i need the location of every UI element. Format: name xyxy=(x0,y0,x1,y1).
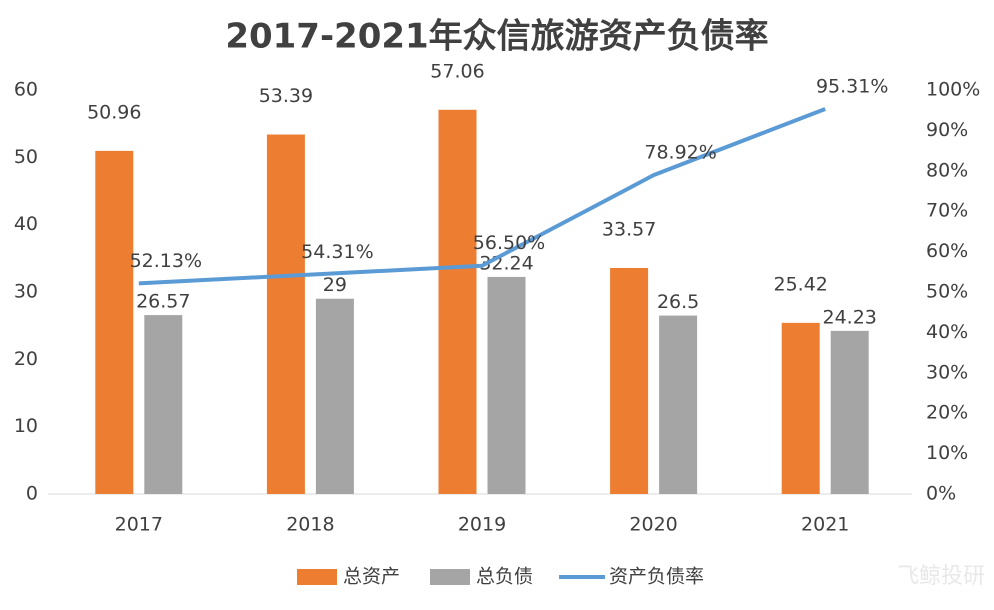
bar xyxy=(144,315,183,494)
y2-tick-label: 90% xyxy=(926,119,968,141)
data-label: 50.96 xyxy=(87,101,141,123)
y2-tick-label: 20% xyxy=(926,402,968,424)
y-tick-label: 50 xyxy=(14,146,38,168)
x-tick-label: 2017 xyxy=(115,514,163,536)
data-label: 52.13% xyxy=(130,250,202,272)
y2-tick-label: 30% xyxy=(926,361,968,383)
data-label: 53.39 xyxy=(259,85,313,107)
data-label: 25.42 xyxy=(773,273,827,295)
y-tick-label: 30 xyxy=(14,281,38,303)
data-label: 33.57 xyxy=(602,218,656,240)
bar xyxy=(659,315,698,494)
y2-tick-label: 10% xyxy=(926,442,968,464)
x-tick-label: 2021 xyxy=(801,514,849,536)
data-label: 56.50% xyxy=(473,232,545,254)
bar xyxy=(315,298,354,494)
data-label: 54.31% xyxy=(301,241,373,263)
y2-tick-label: 60% xyxy=(926,240,968,262)
bar xyxy=(781,322,820,494)
y-tick-label: 20 xyxy=(14,348,38,370)
legend-label: 总资产 xyxy=(343,566,400,588)
y2-tick-label: 0% xyxy=(926,483,956,505)
data-label: 26.5 xyxy=(657,291,699,313)
data-label: 57.06 xyxy=(430,60,484,82)
data-label: 29 xyxy=(323,274,347,296)
y2-tick-label: 80% xyxy=(926,159,968,181)
y-tick-label: 10 xyxy=(14,415,38,437)
y2-tick-label: 70% xyxy=(926,200,968,222)
x-tick-label: 2018 xyxy=(286,514,334,536)
legend-label: 资产负债率 xyxy=(609,566,704,588)
bar xyxy=(830,330,869,494)
data-label: 78.92% xyxy=(644,142,716,164)
legend-swatch xyxy=(297,569,337,585)
y2-tick-label: 50% xyxy=(926,281,968,303)
y-tick-label: 0 xyxy=(26,483,38,505)
data-label: 26.57 xyxy=(136,291,190,313)
legend-swatch xyxy=(430,569,471,585)
line-series xyxy=(138,107,826,286)
y-tick-label: 40 xyxy=(14,213,38,235)
y2-tick-label: 40% xyxy=(926,321,968,343)
data-label: 95.31% xyxy=(816,75,888,97)
y-tick-label: 60 xyxy=(14,79,38,101)
bar xyxy=(487,276,526,494)
chart-title: 2017-2021年众信旅游资产负债率 xyxy=(225,17,768,57)
bar xyxy=(95,150,134,495)
data-label: 24.23 xyxy=(822,306,876,328)
x-tick-label: 2020 xyxy=(629,514,677,536)
y2-tick-label: 100% xyxy=(926,79,980,101)
bar xyxy=(438,109,477,495)
bar xyxy=(266,134,305,495)
legend-label: 总负债 xyxy=(476,566,533,588)
bar xyxy=(610,267,649,494)
watermark: 飞鲸投研 xyxy=(897,564,985,589)
x-tick-label: 2019 xyxy=(458,514,506,536)
